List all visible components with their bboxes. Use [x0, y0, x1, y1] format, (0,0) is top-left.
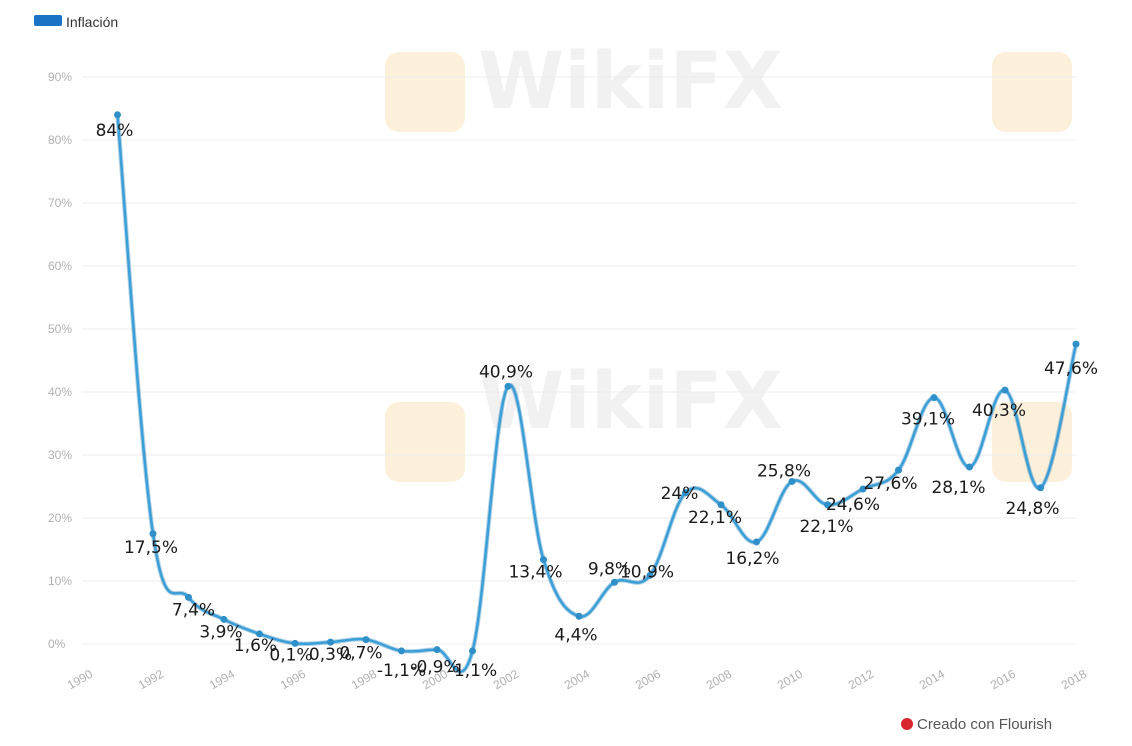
data-label: 9,8% [588, 559, 631, 579]
data-label: 0,1% [269, 645, 312, 665]
data-point[interactable] [504, 382, 512, 390]
data-label: 4,4% [554, 625, 597, 645]
data-label: 22,1% [799, 517, 853, 537]
y-tick-label: 90% [48, 70, 72, 84]
y-tick-label: 40% [48, 385, 72, 399]
data-point[interactable] [824, 501, 831, 509]
y-tick-label: 20% [48, 511, 72, 525]
x-tick-label: 2014 [917, 667, 947, 693]
y-tick-label: 30% [48, 448, 72, 462]
x-tick-label: 2006 [633, 667, 663, 693]
data-label: 27,6% [863, 474, 917, 494]
x-tick-label: 2018 [1059, 667, 1089, 693]
y-tick-label: 50% [48, 322, 72, 336]
data-points [114, 111, 1080, 655]
data-point[interactable] [966, 463, 973, 471]
data-point[interactable] [575, 612, 583, 620]
data-point[interactable] [149, 530, 157, 538]
data-label: 1,6% [234, 636, 277, 656]
data-point[interactable] [1037, 484, 1044, 492]
data-label: 17,5% [124, 538, 178, 558]
credit-text[interactable]: Creado con Flourish [917, 716, 1052, 733]
watermark-logo-top: WikiFX [385, 37, 783, 132]
y-axis-ticks: 0% 10% 20% 30% 40% 50% 60% 70% 80% 90% [48, 70, 72, 651]
data-point[interactable] [220, 615, 228, 623]
data-point[interactable] [859, 485, 867, 493]
data-point[interactable] [753, 538, 760, 546]
data-point[interactable] [930, 394, 938, 402]
data-label: 24,8% [1005, 499, 1059, 519]
y-tick-label: 60% [48, 259, 72, 273]
data-point[interactable] [1072, 340, 1080, 348]
data-point[interactable] [682, 489, 689, 497]
x-tick-label: 1994 [207, 667, 237, 693]
legend: Inflación [34, 14, 118, 30]
data-label: 0,3% [309, 645, 352, 665]
data-label: 84% [96, 121, 134, 141]
x-tick-label: 2012 [846, 667, 876, 693]
data-point[interactable] [256, 630, 263, 638]
legend-swatch [34, 15, 62, 26]
data-point[interactable] [114, 111, 121, 119]
data-point[interactable] [327, 638, 334, 646]
data-label: 22,1% [688, 508, 742, 528]
data-label: 7,4% [172, 600, 215, 620]
data-point[interactable] [540, 556, 547, 564]
data-label: 24% [661, 484, 699, 504]
data-point[interactable] [291, 639, 299, 647]
data-point[interactable] [469, 647, 476, 655]
data-point[interactable] [646, 571, 654, 579]
data-point[interactable] [433, 646, 441, 654]
x-axis-ticks: 1990 1992 1994 1996 1998 2000 2002 2004 2006 2008… [65, 667, 1089, 693]
data-label: 40,3% [972, 401, 1026, 421]
data-label: -1,1% [448, 661, 497, 681]
data-point[interactable] [185, 593, 192, 601]
data-label: 24,6% [826, 495, 880, 515]
data-point[interactable] [1001, 386, 1009, 394]
watermark-layer: WikiFX WikiFX [385, 37, 1072, 482]
y-tick-label: 0% [48, 637, 66, 651]
data-point[interactable] [362, 636, 370, 644]
grid-lines [82, 76, 1076, 645]
data-point[interactable] [611, 578, 618, 586]
y-tick-label: 10% [48, 574, 72, 588]
data-label: 13,4% [508, 563, 562, 583]
watermark-logo-middle: WikiFX [385, 357, 783, 482]
x-tick-label: 1990 [65, 667, 95, 693]
x-tick-label: 2010 [775, 667, 805, 693]
data-point[interactable] [788, 477, 796, 485]
data-label: 0,7% [339, 644, 382, 664]
data-label: 28,1% [931, 478, 985, 498]
data-label: -1,1% [377, 661, 426, 681]
data-label: 25,8% [757, 461, 811, 481]
data-label: 3,9% [199, 622, 242, 642]
credit-dot [901, 718, 913, 730]
data-label: 10,9% [620, 562, 674, 582]
data-label: 40,9% [479, 362, 533, 382]
x-tick-label: 2008 [704, 667, 734, 693]
y-tick-label: 70% [48, 196, 72, 210]
data-point[interactable] [398, 647, 405, 655]
x-tick-label: 2016 [988, 667, 1018, 693]
watermark-text-top: WikiFX [478, 37, 783, 127]
x-tick-label: 1992 [136, 667, 166, 693]
x-tick-label: 1996 [278, 667, 308, 693]
watermark-text-middle: WikiFX [478, 357, 783, 447]
data-label: 47,6% [1044, 359, 1098, 379]
data-point[interactable] [895, 466, 902, 474]
legend-label: Inflación [66, 14, 118, 30]
x-tick-label: 1998 [349, 667, 379, 693]
data-labels: 84%17,5%7,4%3,9%1,6%0,1%0,3%0,7%-1,1%-0,… [96, 121, 1098, 681]
x-tick-label: 2004 [562, 667, 592, 693]
y-tick-label: 80% [48, 133, 72, 147]
flourish-credit[interactable]: Creado con Flourish [901, 716, 1052, 733]
data-point[interactable] [717, 501, 725, 509]
data-label: 39,1% [901, 410, 955, 430]
data-label: -0,9% [410, 658, 459, 678]
data-label: 16,2% [725, 549, 779, 569]
